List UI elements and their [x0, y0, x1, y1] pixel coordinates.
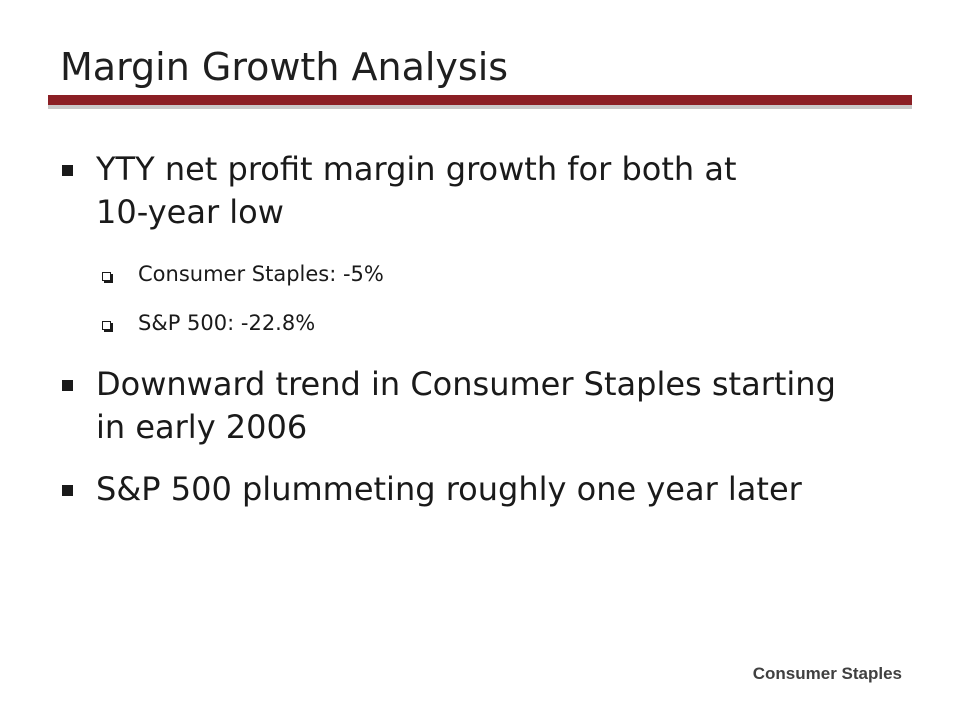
square-bullet-icon: [62, 165, 73, 176]
title-underline-shadow: [48, 105, 912, 109]
sub-bullet-item: S&P 500: -22.8%: [60, 309, 920, 337]
bullet-text-line: S&P 500 plummeting roughly one year late…: [96, 470, 802, 508]
sub-bullet-item: Consumer Staples: -5%: [60, 260, 920, 288]
bullet-item: YTY net profit margin growth for both at…: [60, 148, 920, 234]
bullet-text-line: in early 2006: [96, 408, 308, 446]
checkbox-bullet-icon: [102, 321, 111, 330]
bullet-text-line: YTY net profit margin growth for both at: [96, 150, 737, 188]
bullet-list: YTY net profit margin growth for both at…: [60, 148, 920, 511]
square-bullet-icon: [62, 485, 73, 496]
title-underline-bar: [48, 95, 912, 105]
bullet-item: S&P 500 plummeting roughly one year late…: [60, 468, 920, 511]
checkbox-bullet-icon: [102, 272, 111, 281]
footer-label: Consumer Staples: [752, 664, 902, 683]
bullet-item: Downward trend in Consumer Staples start…: [60, 363, 920, 449]
bullet-text-line: Downward trend in Consumer Staples start…: [96, 365, 836, 403]
sub-bullet-text: Consumer Staples: -5%: [138, 262, 384, 286]
bullet-text-line: 10-year low: [96, 193, 284, 231]
sub-bullet-text: S&P 500: -22.8%: [138, 311, 316, 335]
slide-title: Margin Growth Analysis: [60, 45, 509, 89]
square-bullet-icon: [62, 380, 73, 391]
